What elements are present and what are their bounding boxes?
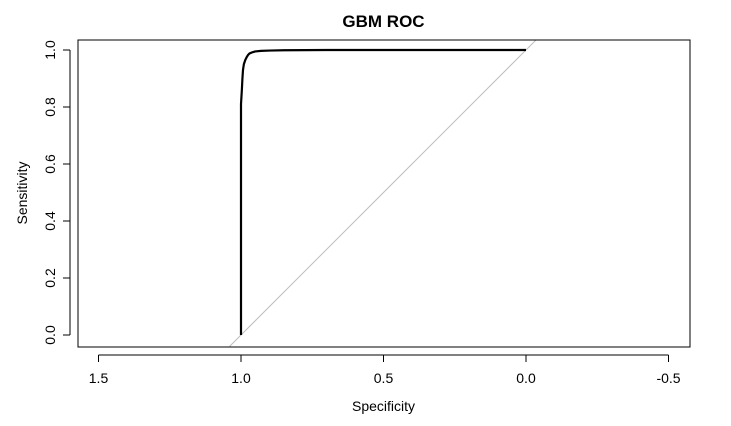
y-tick-label: 0.0 [42, 325, 58, 345]
plot-frame [77, 39, 691, 348]
chart-title: GBM ROC [342, 12, 424, 31]
y-tick-label: 0.4 [42, 211, 58, 231]
x-tick-label: 1.0 [231, 370, 251, 386]
x-tick-label: -0.5 [656, 370, 680, 386]
x-tick-label: 0.5 [374, 370, 394, 386]
y-tick-label: 0.6 [42, 154, 58, 174]
x-axis-title: Specificity [352, 398, 415, 414]
y-axis-title: Sensitivity [14, 161, 30, 224]
reference-diagonal-line [229, 40, 537, 347]
x-tick-label: 1.5 [89, 370, 109, 386]
plot-area [229, 40, 537, 347]
y-axis: 0.0 0.2 0.4 0.6 0.8 1.0 [42, 40, 71, 345]
x-tick-label: 0.0 [516, 370, 536, 386]
roc-curve-line [239, 48, 526, 335]
y-tick-label: 0.8 [42, 97, 58, 117]
y-tick-label: 1.0 [42, 40, 58, 60]
x-axis: 1.5 1.0 0.5 0.0 -0.5 [89, 354, 681, 386]
y-tick-label: 0.2 [42, 268, 58, 288]
